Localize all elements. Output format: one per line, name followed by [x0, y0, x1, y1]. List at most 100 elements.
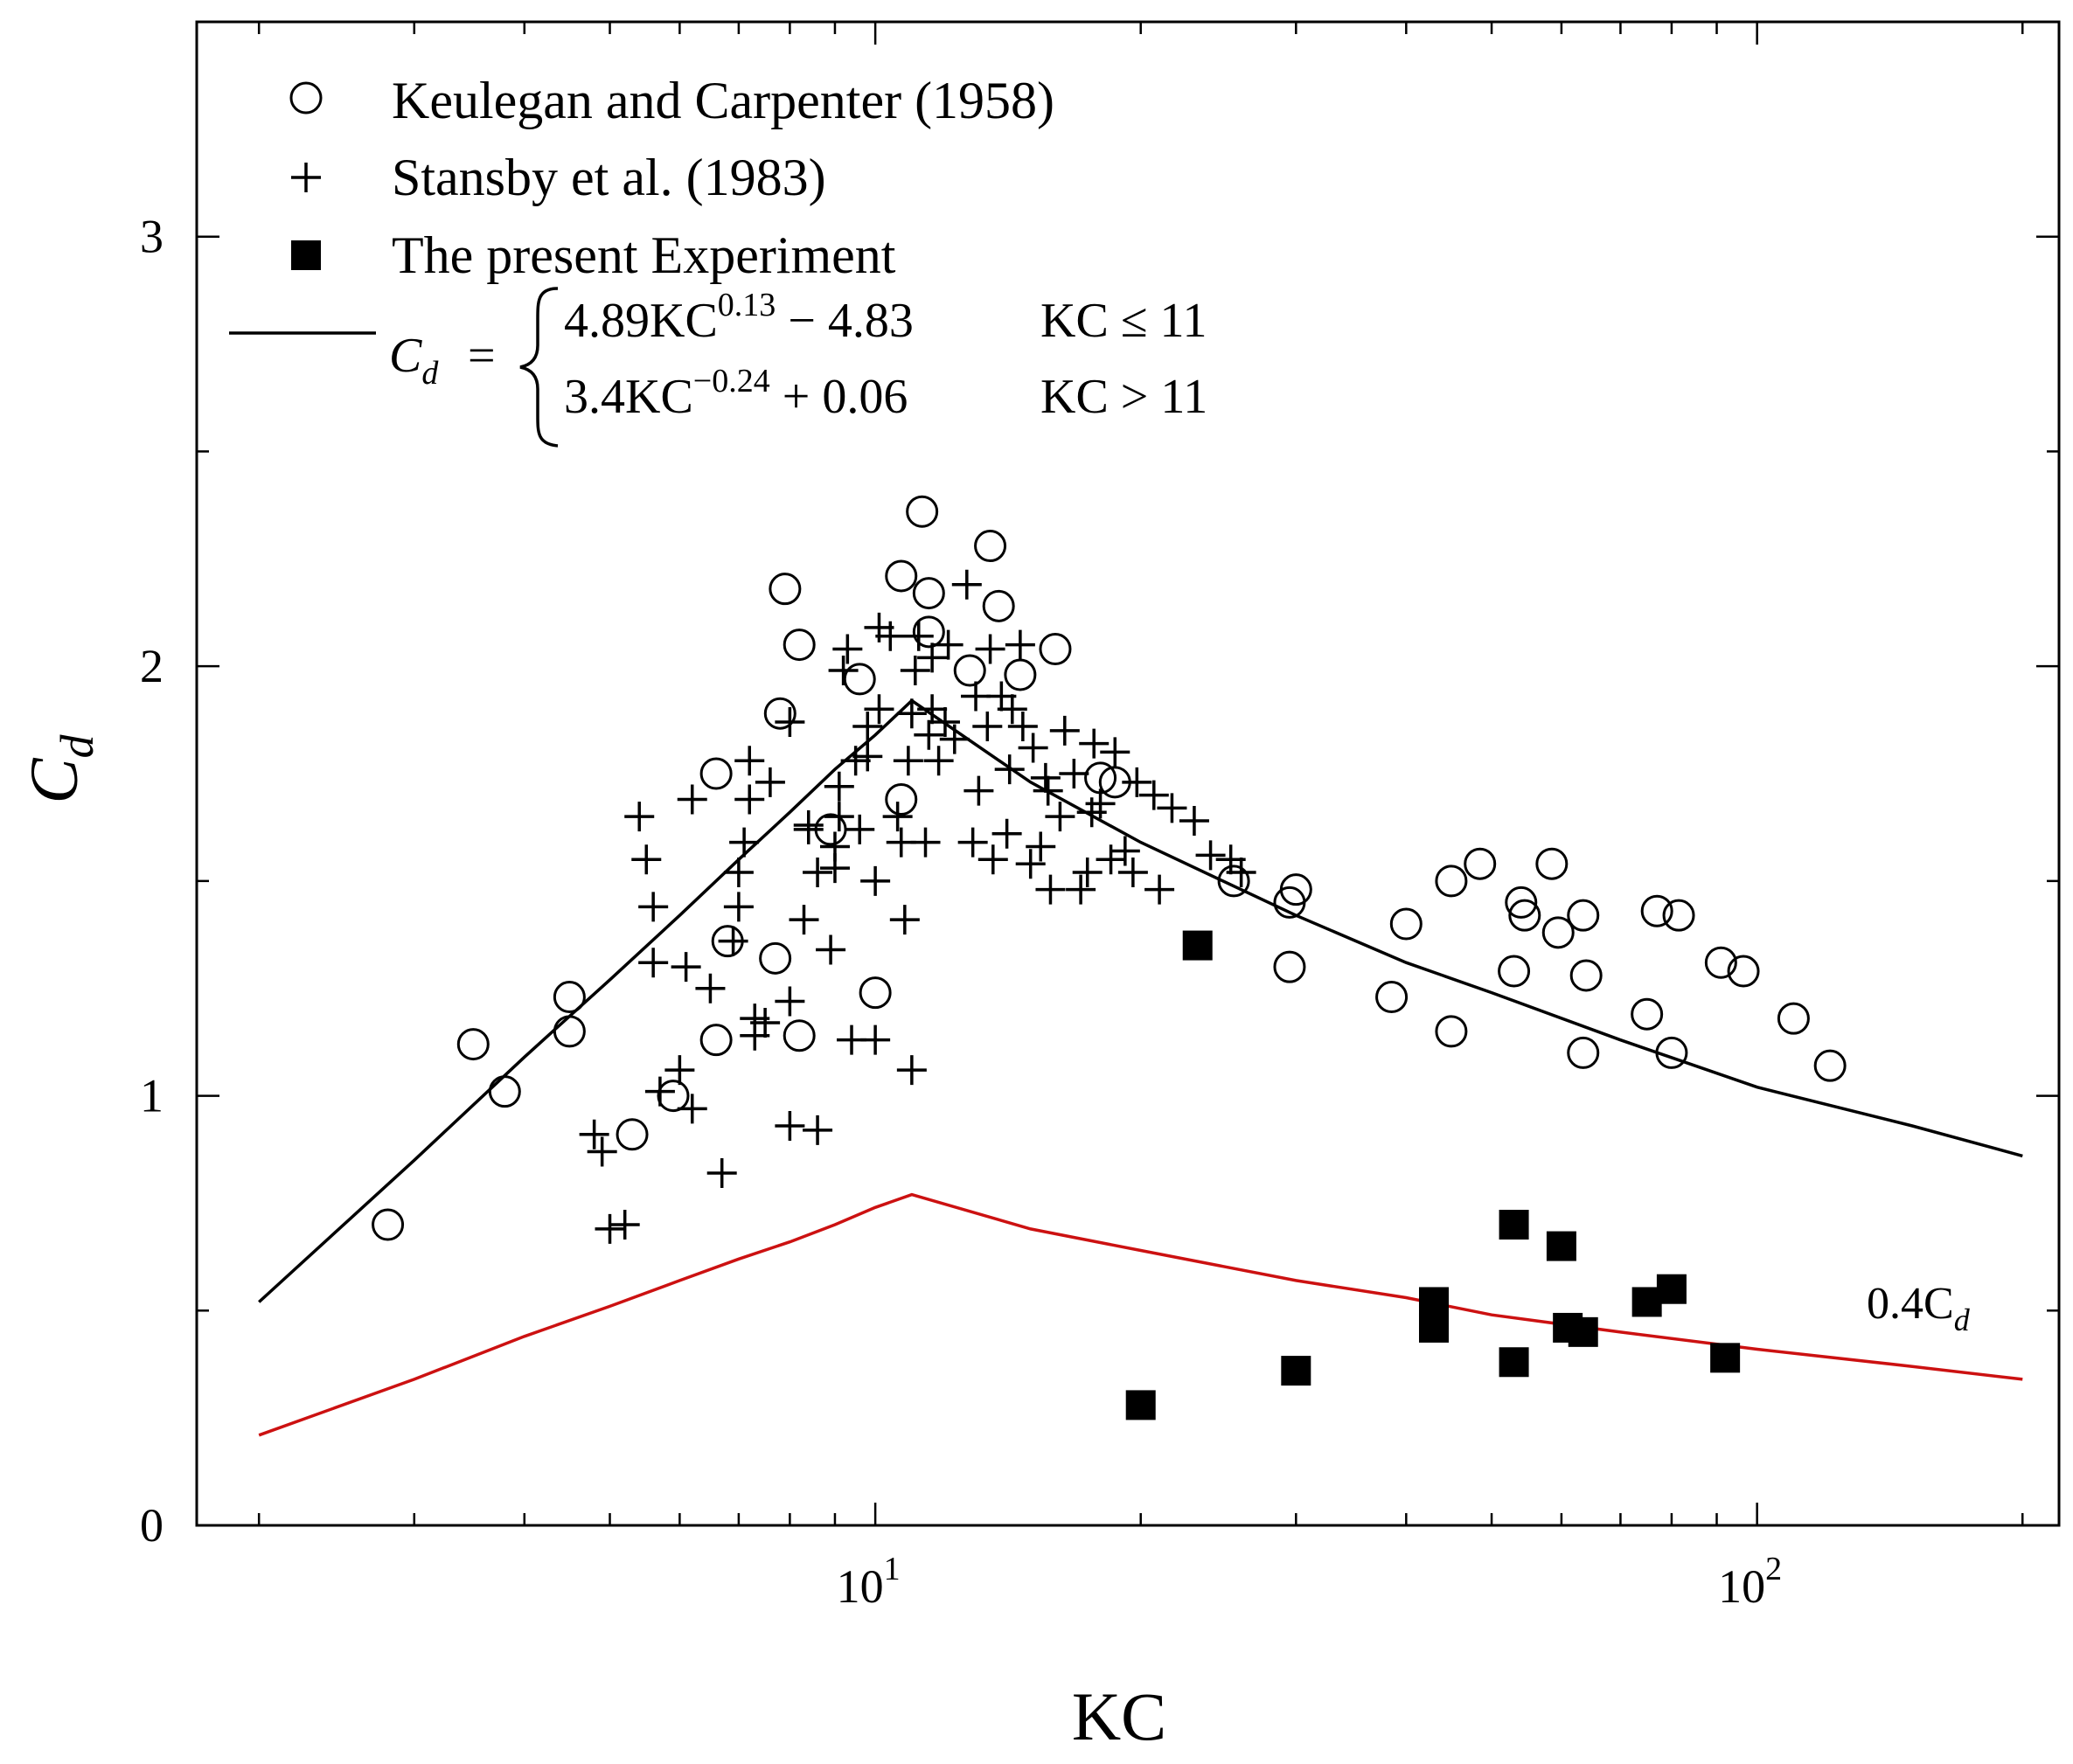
- stansby-plus-point: [1059, 759, 1089, 788]
- stansby-plus-point: [972, 711, 1003, 741]
- stansby-plus-point: [917, 642, 948, 673]
- stansby-plus-point: [824, 802, 854, 832]
- formula-lhs: Cd: [389, 329, 439, 392]
- stansby-plus-point: [824, 771, 854, 802]
- kc-circle-point: [1541, 916, 1575, 949]
- stansby-plus-point: [933, 629, 963, 660]
- stansby-plus-point: [845, 814, 875, 844]
- y-axis-title: Cd: [16, 733, 103, 803]
- stansby-plus-point: [1138, 780, 1169, 810]
- kc-circle-point: [1704, 946, 1737, 979]
- stansby-plus-point: [819, 831, 850, 862]
- kc-circle-point: [1279, 873, 1312, 906]
- kc-circle-point: [1498, 955, 1531, 988]
- kc-circle-point: [1640, 894, 1673, 927]
- formula-row-2: 3.4KC−0.24 + 0.06: [564, 363, 908, 424]
- stansby-plus-point: [1005, 629, 1035, 660]
- stansby-plus-point: [729, 827, 760, 858]
- y-tick-label: 0: [140, 1499, 163, 1552]
- stansby-plus-point: [1110, 836, 1140, 866]
- axis-labels: 0 1 2 3 101 102 KC Cd 0.4Cd: [16, 211, 1971, 1754]
- kc-circle-point: [1777, 1002, 1810, 1035]
- kc-circle-point: [616, 1118, 649, 1151]
- stansby-plus-point: [961, 681, 991, 712]
- stansby-plus-point: [595, 1213, 625, 1244]
- stansby-plus-point: [793, 809, 824, 840]
- legend-plus-marker: [291, 163, 321, 192]
- formula-brace: [519, 287, 559, 448]
- stansby-plus-point: [723, 858, 754, 888]
- stansby-plus-point: [706, 1158, 737, 1189]
- stansby-plus-point: [903, 621, 934, 651]
- fit-curve-0.4-line: [258, 1192, 2023, 1437]
- stansby-plus-point: [882, 802, 913, 832]
- kc-circle-point: [769, 573, 802, 606]
- experiment-square-point: [1710, 1343, 1741, 1373]
- legend: Keulegan and Carpenter (1958) Stansby et …: [229, 72, 1207, 448]
- stansby-plus-point: [923, 746, 954, 776]
- stansby-plus-point: [587, 1136, 617, 1167]
- stansby-plus-point: [1035, 874, 1066, 905]
- kc-circle-point: [699, 757, 733, 790]
- stansby-plus-point: [997, 694, 1027, 725]
- stansby-plus-point: [1085, 788, 1116, 819]
- stansby-plus-point: [723, 892, 754, 922]
- stansby-plus-point: [939, 724, 970, 754]
- experiment-square-point: [1568, 1316, 1598, 1347]
- kc-circle-point: [1535, 847, 1569, 880]
- kc-circle-point: [843, 663, 876, 696]
- kc-circle-point: [1435, 1015, 1468, 1048]
- stansby-plus-point: [803, 1115, 833, 1145]
- fit-curve-line: [258, 698, 2023, 1303]
- stansby-plus-point: [977, 844, 1008, 875]
- stansby-plus-point: [875, 621, 906, 651]
- stansby-plus-point: [624, 802, 655, 832]
- stansby-plus-point: [994, 754, 1025, 785]
- stansby-plus-point: [1045, 802, 1075, 832]
- stansby-plus-point: [1144, 874, 1175, 905]
- stansby-plus-point: [910, 827, 941, 858]
- kc-circle-point: [1569, 959, 1603, 992]
- stansby-plus-point: [991, 818, 1022, 849]
- y-tick-label: 2: [140, 640, 163, 692]
- stansby-plus-point: [929, 707, 960, 738]
- legend-label: Stansby et al. (1983): [392, 149, 826, 206]
- stansby-plus-point: [900, 656, 930, 686]
- stansby-plus-point: [1030, 762, 1061, 793]
- stansby-plus-point: [609, 1210, 640, 1240]
- kc-circle-point: [1567, 1036, 1600, 1069]
- kc-circle-point: [763, 697, 797, 730]
- kc-circle-point: [1813, 1049, 1847, 1082]
- stansby-plus-point: [896, 1055, 927, 1086]
- stansby-plus-point: [695, 973, 726, 1004]
- stansby-plus-point: [975, 634, 1005, 664]
- stansby-plus-point: [896, 698, 927, 729]
- experiment-square-point: [1656, 1274, 1687, 1304]
- stansby-plus-point: [1079, 728, 1110, 759]
- stansby-plus-point: [840, 746, 871, 776]
- legend-circle-marker: [289, 81, 323, 115]
- stansby-plus-point: [677, 1094, 707, 1124]
- stansby-plus-point: [1122, 767, 1152, 797]
- kc-circle-point: [1375, 981, 1409, 1014]
- experiment-square-point: [1125, 1390, 1156, 1420]
- y-tick-label: 1: [140, 1070, 163, 1122]
- stansby-plus-point: [1195, 840, 1226, 871]
- stansby-plus-point: [1026, 831, 1056, 862]
- kc-circle-point: [1727, 955, 1760, 988]
- kc-circle-point: [1435, 865, 1468, 898]
- kc-circle-point: [885, 559, 918, 593]
- stansby-plus-point: [1033, 775, 1063, 806]
- kc-circle-point: [912, 615, 945, 649]
- kc-circle-point: [1567, 899, 1600, 932]
- kc-circle-point: [783, 629, 816, 662]
- annotation-0.4cd: 0.4Cd: [1867, 1279, 1971, 1337]
- stansby-plus-point: [889, 905, 920, 935]
- stansby-plus-point: [917, 694, 948, 725]
- stansby-plus-point: [914, 719, 944, 750]
- stansby-plus-point: [734, 746, 765, 776]
- kc-circle-point: [906, 495, 939, 528]
- experiment-square-point: [1499, 1210, 1529, 1240]
- stansby-plus-point: [775, 986, 805, 1017]
- stansby-plus-point: [664, 1055, 695, 1086]
